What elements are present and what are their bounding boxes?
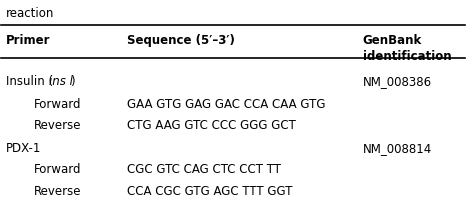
Text: Primer: Primer xyxy=(6,34,51,47)
Text: ins l: ins l xyxy=(49,74,73,87)
Text: identification: identification xyxy=(363,49,451,62)
Text: Sequence (5′–3′): Sequence (5′–3′) xyxy=(127,34,234,47)
Text: NM_008386: NM_008386 xyxy=(363,74,432,87)
Text: GAA GTG GAG GAC CCA CAA GTG: GAA GTG GAG GAC CCA CAA GTG xyxy=(127,97,325,110)
Text: CGC GTC CAG CTC CCT TT: CGC GTC CAG CTC CCT TT xyxy=(127,163,281,176)
Text: CTG AAG GTC CCC GGG GCT: CTG AAG GTC CCC GGG GCT xyxy=(127,119,295,131)
Text: NM_008814: NM_008814 xyxy=(363,142,432,154)
Text: PDX-1: PDX-1 xyxy=(6,142,41,154)
Text: Reverse: Reverse xyxy=(34,184,82,197)
Text: Forward: Forward xyxy=(34,97,82,110)
Text: Insulin (: Insulin ( xyxy=(6,74,53,87)
Text: ): ) xyxy=(71,74,75,87)
Text: Forward: Forward xyxy=(34,163,82,176)
Text: Reverse: Reverse xyxy=(34,119,82,131)
Text: CCA CGC GTG AGC TTT GGT: CCA CGC GTG AGC TTT GGT xyxy=(127,184,292,197)
Text: GenBank: GenBank xyxy=(363,34,422,47)
Text: reaction: reaction xyxy=(6,7,55,20)
